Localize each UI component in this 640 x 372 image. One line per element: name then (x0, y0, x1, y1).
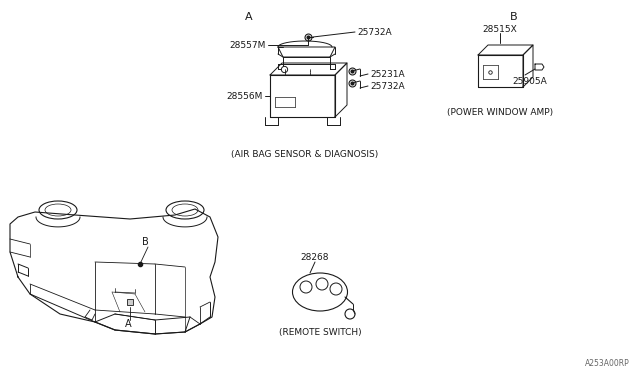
Text: 25732A: 25732A (370, 81, 404, 90)
Text: 25732A: 25732A (357, 28, 392, 36)
Text: 28556M: 28556M (227, 92, 263, 100)
Text: 25231A: 25231A (370, 70, 404, 78)
Text: A253A00RP: A253A00RP (585, 359, 630, 369)
Text: B: B (510, 12, 518, 22)
Text: (AIR BAG SENSOR & DIAGNOSIS): (AIR BAG SENSOR & DIAGNOSIS) (232, 150, 379, 158)
Text: A: A (245, 12, 253, 22)
Text: 25905A: 25905A (513, 77, 547, 86)
Text: B: B (141, 237, 148, 247)
Text: 28268: 28268 (301, 253, 329, 262)
Text: (REMOTE SWITCH): (REMOTE SWITCH) (278, 327, 362, 337)
Text: 28515X: 28515X (482, 25, 516, 33)
Text: (POWER WINDOW AMP): (POWER WINDOW AMP) (447, 108, 553, 116)
Text: 28557M: 28557M (230, 41, 266, 49)
Text: A: A (125, 319, 131, 329)
